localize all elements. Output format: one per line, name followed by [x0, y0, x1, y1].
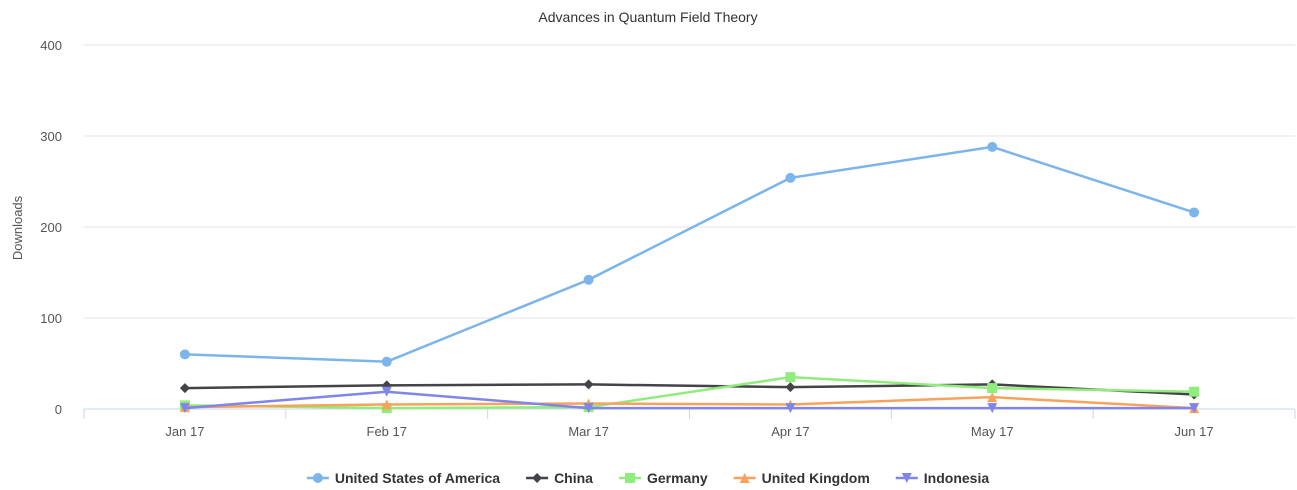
- data-point: [180, 383, 190, 393]
- grid: [84, 45, 1295, 318]
- legend-item[interactable]: China: [526, 470, 593, 486]
- legend-label: Indonesia: [924, 470, 990, 486]
- legend-item[interactable]: Indonesia: [896, 470, 990, 486]
- data-point: [1189, 387, 1199, 397]
- legend-item[interactable]: Germany: [619, 470, 708, 486]
- y-tick-label: 0: [55, 402, 62, 417]
- legend[interactable]: United States of America China Germany Unit…: [307, 470, 989, 486]
- y-axis-ticks: 0 100 200 300 400: [40, 38, 62, 417]
- data-point: [785, 372, 795, 382]
- series: [180, 142, 1199, 413]
- legend-label: United States of America: [335, 470, 500, 486]
- x-tick-label: Apr 17: [771, 424, 809, 439]
- y-tick-label: 100: [40, 311, 62, 326]
- chart-title: Advances in Quantum Field Theory: [538, 9, 757, 25]
- series-line: [185, 147, 1194, 362]
- x-tick-label: Jun 17: [1175, 424, 1214, 439]
- legend-item[interactable]: United States of America: [307, 470, 500, 486]
- legend-item[interactable]: United Kingdom: [734, 470, 870, 486]
- data-point: [382, 357, 392, 367]
- data-point: [584, 275, 594, 285]
- data-point: [987, 383, 997, 393]
- legend-marker: [313, 473, 323, 483]
- x-tick-label: Feb 17: [367, 424, 407, 439]
- x-axis: Jan 17 Feb 17 Mar 17 Apr 17 May 17 Jun 17: [84, 409, 1295, 439]
- legend-label: China: [554, 470, 593, 486]
- legend-marker: [532, 473, 542, 483]
- legend-marker: [625, 473, 635, 483]
- legend-label: United Kingdom: [762, 470, 870, 486]
- y-tick-label: 400: [40, 38, 62, 53]
- y-axis-title: Downloads: [10, 195, 25, 260]
- x-tick-label: May 17: [971, 424, 1014, 439]
- x-tick-label: Jan 17: [165, 424, 204, 439]
- series-0: [180, 142, 1199, 367]
- x-tick-label: Mar 17: [568, 424, 608, 439]
- data-point: [1189, 207, 1199, 217]
- y-tick-label: 300: [40, 129, 62, 144]
- legend-label: Germany: [647, 470, 708, 486]
- data-point: [584, 379, 594, 389]
- data-point: [785, 173, 795, 183]
- y-tick-label: 200: [40, 220, 62, 235]
- data-point: [180, 349, 190, 359]
- data-point: [987, 142, 997, 152]
- data-point: [785, 382, 795, 392]
